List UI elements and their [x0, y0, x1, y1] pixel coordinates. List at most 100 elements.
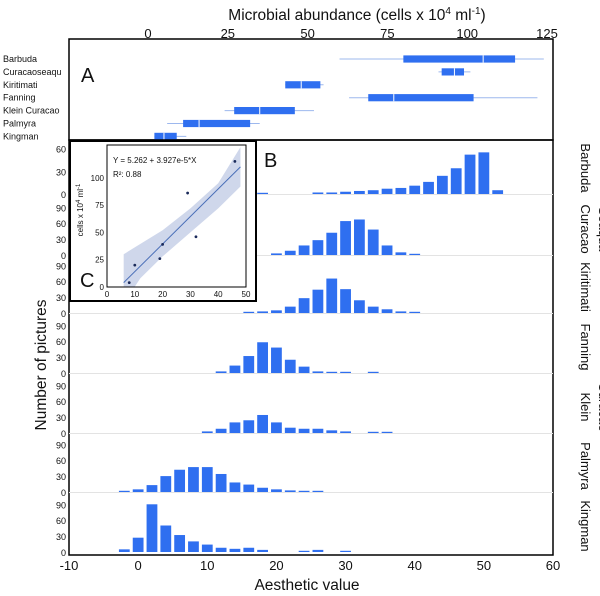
panel-c-x-tick-label: 30 [186, 290, 195, 299]
panel-b-row-kingman: 0 30 60 90 Kingman [56, 500, 593, 558]
panel-a-site-label: Fanning [3, 93, 36, 103]
panel-c-y-tick-label: 0 [100, 283, 105, 292]
panel-b-bar [367, 371, 379, 373]
panel-a-tick-label: 75 [380, 26, 394, 41]
panel-b-bar [381, 309, 393, 313]
panel-c-x-tick-label: 20 [158, 290, 167, 299]
panel-b-bar [395, 187, 407, 194]
panel-b-bar [132, 537, 144, 552]
panel-b-x-tick-label: 40 [407, 558, 421, 573]
panel-b-bar [340, 289, 351, 313]
panel-b-bar [326, 232, 338, 255]
panel-b-bar [450, 168, 462, 194]
panel-c-y-axis-title-rest: ml [76, 189, 85, 200]
x-axis-title: Aesthetic value [254, 577, 359, 594]
panel-b-x-tick-label: 30 [338, 558, 352, 573]
panel-b-bar [132, 489, 144, 492]
panel-b-bar [188, 541, 199, 552]
figure-title-sup2: -1 [472, 6, 481, 17]
panel-c-label: C [80, 270, 94, 292]
figure-title-main: Microbial abundance (cells x 10 [228, 7, 445, 24]
panel-b-bar [229, 548, 241, 552]
panel-b-bar [409, 253, 421, 255]
panel-a-box [154, 132, 177, 140]
panel-c-point [133, 263, 137, 267]
panel-b-bar [312, 371, 324, 373]
panel-c-y-tick-label: 25 [95, 256, 104, 265]
panel-b-y-tick-label: 90 [56, 321, 66, 331]
panel-a-box [234, 107, 295, 115]
panel-b-x-tick-label: 10 [200, 558, 214, 573]
panel-b-bar [395, 252, 407, 255]
panel-b-bar [257, 549, 268, 552]
panel-b-y-tick-label: 0 [61, 548, 66, 558]
panel-b-bar [367, 431, 379, 433]
panel-a-site-label: Kiritimati [3, 80, 38, 90]
panel-a-site-label: Palmyra [3, 119, 36, 129]
panel-c-y-axis-title: cells x 104 ml-1 [76, 183, 85, 236]
panel-b-bar [284, 427, 296, 433]
panel-c-point [233, 159, 237, 163]
panel-b-bar [284, 490, 296, 492]
panel-c-y-tick-label: 100 [91, 174, 105, 183]
panel-b-row-label: Curacao [596, 382, 600, 431]
panel-a-box [403, 55, 516, 63]
panel-b-y-tick-label: 90 [56, 381, 66, 391]
panel-b-row-label: Palmyra [578, 442, 593, 490]
panel-b-bar [201, 431, 213, 433]
panel-b-x-tick-label: 0 [135, 558, 142, 573]
panel-b-bar [312, 549, 324, 552]
panel-b-bar [201, 544, 213, 552]
panel-b-bar [367, 190, 379, 194]
panel-b-bar [409, 311, 421, 313]
panel-c-y-axis-title-sup2: -1 [76, 183, 82, 189]
panel-b-bar [243, 484, 255, 492]
panel-b-row-label: Curacao [578, 204, 593, 253]
panel-b-bar [312, 289, 324, 313]
panel-a-label: A [81, 65, 95, 87]
panel-b-bar [243, 420, 255, 433]
panel-a-site-label: Curacaoseaqu [3, 67, 62, 77]
panel-b-row-label: Klein [578, 393, 593, 422]
panel-b-y-tick-label: 0 [61, 309, 66, 319]
panel-b-bar [326, 192, 338, 194]
panel-a-site-label: Klein Curacao [3, 106, 60, 116]
panel-b-bar [395, 311, 407, 313]
panel-b-row-palmyra: 0 30 60 90 Palmyra [56, 440, 593, 498]
panel-b-bar [381, 188, 393, 194]
panel-b-y-tick-label: 60 [56, 219, 66, 229]
panel-b-y-tick-label: 60 [56, 456, 66, 466]
panel-b-bar [271, 347, 282, 373]
panel-b-bar [326, 278, 338, 313]
panel-b-bar [215, 371, 227, 373]
panel-b-bar [298, 550, 310, 552]
panel-b-bar [118, 549, 130, 552]
panel-b-bar [174, 469, 186, 492]
panel-b-bar [492, 190, 504, 194]
panel-a-tick-label: 25 [221, 26, 235, 41]
panel-b-y-tick-label: 90 [56, 261, 66, 271]
panel-b-y-tick-label: 30 [56, 413, 66, 423]
panel-b-y-tick-label: 0 [61, 190, 66, 200]
panel-c-y-tick-label: 75 [95, 201, 104, 210]
panel-b-row-label: Kingman [578, 500, 593, 551]
panel-b-bar [174, 535, 186, 552]
panel-a-boxplots [154, 55, 544, 140]
panel-b-bar [188, 467, 199, 492]
panel-b-y-tick-label: 30 [56, 167, 66, 177]
panel-b-bar [312, 428, 324, 433]
panel-b-x-tick-label: 60 [546, 558, 560, 573]
panel-b-y-tick-label: 60 [56, 516, 66, 526]
panel-b-bar [312, 192, 324, 194]
panel-c-point [161, 243, 165, 246]
panel-a-site-label: Barbuda [3, 54, 37, 64]
panel-c-scatter: 0 10 20 30 40 50 0 25 50 75 100 cells x 104 ml-1 Y =… [76, 144, 251, 299]
panel-b-bar [284, 306, 296, 313]
panel-b-bar [423, 181, 434, 194]
panel-a-tick-label: 125 [536, 26, 558, 41]
panel-b-bar [271, 489, 282, 492]
panel-b-row-curacao-seaqua: 0 30 60 90 Curacao Seaqua [56, 203, 600, 261]
panel-b-bar [298, 490, 310, 492]
